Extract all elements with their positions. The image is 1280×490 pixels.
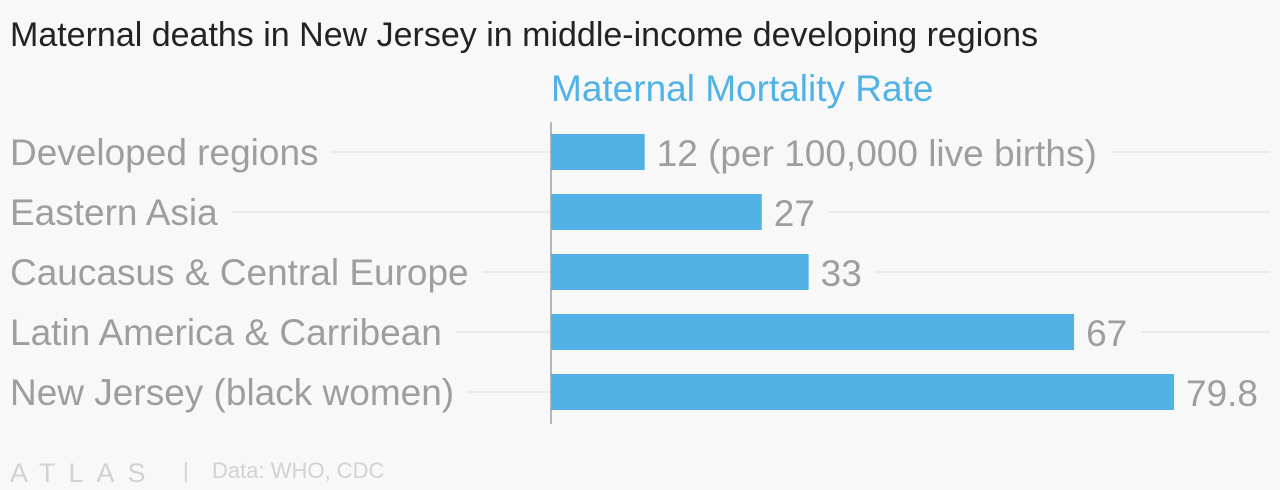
bar bbox=[551, 134, 645, 170]
category-label: New Jersey (black women) bbox=[10, 372, 454, 413]
value-label: 67 bbox=[1086, 313, 1127, 354]
labels: Developed regions 12 (per 100,000 live bi… bbox=[10, 132, 1258, 414]
value-label: 12 (per 100,000 live births) bbox=[657, 133, 1097, 174]
bar bbox=[551, 254, 809, 290]
category-label: Latin America & Carribean bbox=[10, 312, 442, 353]
gridlines bbox=[231, 151, 1270, 393]
value-label: 79.8 bbox=[1186, 373, 1258, 414]
data-source: Data: WHO, CDC bbox=[212, 458, 384, 483]
footer: ATLAS | Data: WHO, CDC bbox=[10, 458, 384, 488]
chart-title: Maternal deaths in New Jersey in middle-… bbox=[10, 16, 1038, 54]
bar bbox=[551, 314, 1075, 350]
value-label: 33 bbox=[821, 253, 862, 294]
bar bbox=[551, 374, 1174, 410]
category-label: Caucasus & Central Europe bbox=[10, 252, 469, 293]
category-label: Developed regions bbox=[10, 132, 319, 173]
series-title: Maternal Mortality Rate bbox=[551, 68, 933, 109]
category-label: Eastern Asia bbox=[10, 192, 218, 233]
value-label: 27 bbox=[774, 193, 815, 234]
bar bbox=[551, 194, 762, 230]
footer-separator: | bbox=[183, 458, 189, 483]
bars bbox=[551, 134, 1174, 410]
atlas-logo: ATLAS bbox=[10, 458, 159, 488]
